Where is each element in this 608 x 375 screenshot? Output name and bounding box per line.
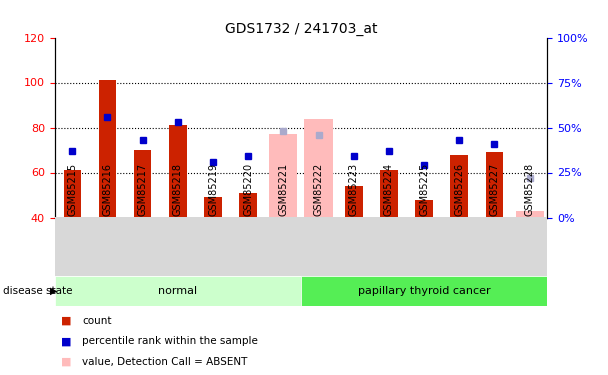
Text: disease state: disease state <box>3 286 72 296</box>
Bar <box>55 276 301 306</box>
Bar <box>269 134 297 218</box>
Text: ■: ■ <box>61 357 71 367</box>
Bar <box>380 170 398 217</box>
Bar <box>301 276 547 306</box>
Bar <box>240 193 257 217</box>
Bar <box>486 152 503 217</box>
Bar <box>305 118 333 218</box>
Bar <box>134 150 151 217</box>
Title: GDS1732 / 241703_at: GDS1732 / 241703_at <box>225 22 377 36</box>
Text: percentile rank within the sample: percentile rank within the sample <box>82 336 258 346</box>
Bar <box>169 125 187 218</box>
Text: ■: ■ <box>61 336 71 346</box>
Bar <box>451 154 468 218</box>
Bar <box>345 186 362 218</box>
Text: papillary thyroid cancer: papillary thyroid cancer <box>358 286 491 296</box>
Bar <box>415 200 433 217</box>
Text: ▶: ▶ <box>50 286 58 296</box>
Bar <box>516 211 544 218</box>
Text: value, Detection Call = ABSENT: value, Detection Call = ABSENT <box>82 357 247 367</box>
Text: count: count <box>82 316 112 326</box>
Bar <box>98 80 116 218</box>
Bar <box>63 170 81 217</box>
Text: ■: ■ <box>61 316 71 326</box>
Bar <box>204 197 222 217</box>
Text: normal: normal <box>158 286 198 296</box>
